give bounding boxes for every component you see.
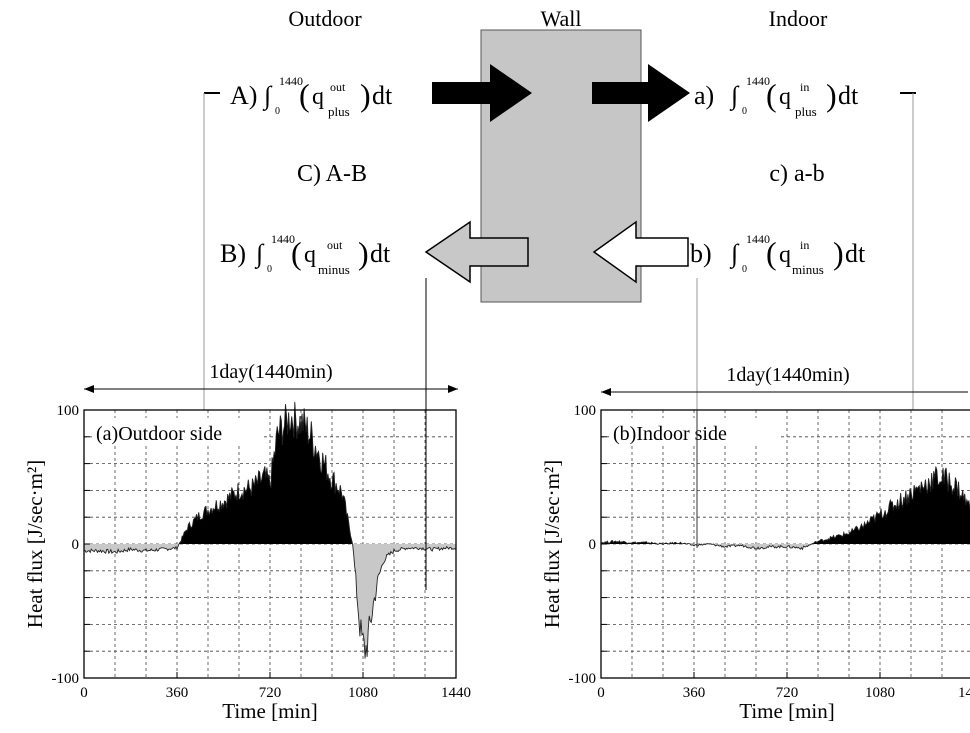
x-tick-label: 1440 xyxy=(958,685,970,701)
negative-area xyxy=(84,544,456,659)
svg-text:out: out xyxy=(327,238,343,252)
svg-text:dt: dt xyxy=(372,81,393,110)
x-tick-label: 360 xyxy=(166,685,189,701)
x-tick-label: 0 xyxy=(80,685,88,701)
positive-area xyxy=(84,401,456,544)
svg-text:0: 0 xyxy=(742,264,747,275)
y-axis-label: Heat flux [J/sec·m²] xyxy=(23,460,47,628)
svg-text:): ) xyxy=(358,235,369,271)
series-line xyxy=(600,466,970,551)
x-tick-label: 1080 xyxy=(348,685,378,701)
outdoor-label: Outdoor xyxy=(288,6,362,31)
svg-text:0: 0 xyxy=(275,106,280,117)
y-tick-label: -100 xyxy=(569,671,597,687)
chart-title-bg xyxy=(92,418,262,446)
x-axis-label: Time [min] xyxy=(739,699,834,723)
svg-text:out: out xyxy=(330,80,346,94)
span-label-left: 1day(1440min) xyxy=(209,361,332,383)
svg-text:in: in xyxy=(800,238,809,252)
svg-text:∫: ∫ xyxy=(729,239,740,269)
equation-a: a) ∫ 1440 0 ( q in plus ) dt xyxy=(694,74,859,119)
chart-title: (a)Outdoor side xyxy=(96,423,222,445)
arrow-wall-to-indoor xyxy=(592,64,690,122)
x-tick-label: 720 xyxy=(259,685,282,701)
span-arrow-right: 1day(1440min) xyxy=(601,364,968,396)
svg-text:1440: 1440 xyxy=(746,232,770,246)
svg-text:dt: dt xyxy=(838,81,859,110)
svg-text:∫: ∫ xyxy=(262,81,273,111)
arrow-indoor-to-wall xyxy=(592,220,689,284)
span-arrow-left: 1day(1440min) xyxy=(84,361,458,393)
svg-text:∫: ∫ xyxy=(729,81,740,111)
x-tick-label: 720 xyxy=(776,685,799,701)
y-tick-label: 100 xyxy=(574,403,597,419)
x-tick-label: 1080 xyxy=(865,685,895,701)
svg-text:a): a) xyxy=(694,81,714,110)
svg-text:in: in xyxy=(800,80,809,94)
y-tick-label: 0 xyxy=(589,537,597,553)
negative-area xyxy=(601,544,970,550)
svg-text:(: ( xyxy=(299,77,310,113)
y-tick-label: 0 xyxy=(72,537,80,553)
svg-text:): ) xyxy=(360,77,371,113)
indoor-label: Indoor xyxy=(769,6,828,31)
y-axis-label: Heat flux [J/sec·m²] xyxy=(540,460,564,628)
svg-text:b): b) xyxy=(690,239,712,268)
svg-text:(: ( xyxy=(291,235,302,271)
svg-text:q: q xyxy=(779,242,791,268)
svg-text:q: q xyxy=(304,242,316,268)
svg-text:1440: 1440 xyxy=(279,74,303,88)
svg-text:A): A) xyxy=(230,81,257,110)
svg-text:0: 0 xyxy=(267,264,272,275)
chart-title-bg xyxy=(609,418,779,446)
equation-C: C) A-B xyxy=(297,161,367,187)
series-line xyxy=(83,401,457,659)
svg-text:q: q xyxy=(779,84,791,110)
wall-label: Wall xyxy=(541,6,582,31)
equation-B: B) ∫ 1440 0 ( q out minus ) dt xyxy=(220,232,391,277)
x-tick-label: 360 xyxy=(683,685,706,701)
svg-text:1440: 1440 xyxy=(271,232,295,246)
positive-area xyxy=(601,466,970,544)
y-tick-label: 100 xyxy=(57,403,80,419)
equation-A: A) ∫ 1440 0 ( q out plus ) dt xyxy=(230,74,393,119)
svg-text:dt: dt xyxy=(845,239,866,268)
svg-text:0: 0 xyxy=(742,106,747,117)
x-tick-label: 0 xyxy=(597,685,605,701)
chart-title: (b)Indoor side xyxy=(613,423,727,445)
y-tick-label: -100 xyxy=(52,671,80,687)
svg-text:(: ( xyxy=(766,77,777,113)
svg-text:(: ( xyxy=(766,235,777,271)
svg-text:1440: 1440 xyxy=(746,74,770,88)
svg-text:plus: plus xyxy=(795,104,817,119)
svg-text:minus: minus xyxy=(792,262,824,277)
equation-c: c) a-b xyxy=(769,161,824,187)
svg-text:): ) xyxy=(833,235,844,271)
svg-text:B): B) xyxy=(220,239,246,268)
x-axis-label: Time [min] xyxy=(222,699,317,723)
svg-text:∫: ∫ xyxy=(254,239,265,269)
svg-text:): ) xyxy=(826,77,837,113)
arrow-outdoor-to-wall xyxy=(432,64,532,122)
svg-text:q: q xyxy=(312,84,324,110)
equation-b: b) ∫ 1440 0 ( q in minus ) dt xyxy=(690,232,866,277)
svg-text:minus: minus xyxy=(318,262,350,277)
svg-text:plus: plus xyxy=(328,104,350,119)
x-tick-label: 1440 xyxy=(441,685,471,701)
span-label-right: 1day(1440min) xyxy=(726,364,849,386)
arrow-wall-to-outdoor xyxy=(424,220,529,284)
svg-text:dt: dt xyxy=(370,239,391,268)
